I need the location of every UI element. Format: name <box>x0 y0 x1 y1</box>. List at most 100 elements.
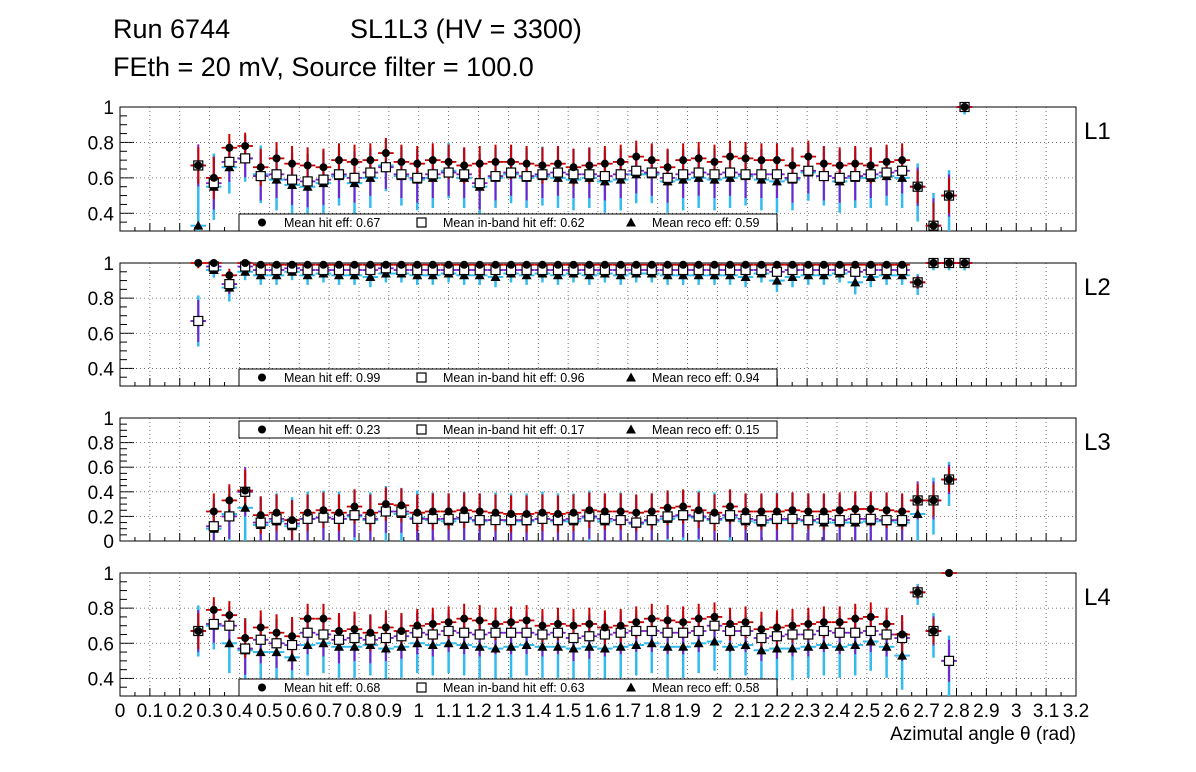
inband-marker <box>505 167 517 178</box>
legend-reco-label: Mean reco eff: 0.15 <box>652 423 760 437</box>
hit-marker <box>726 619 735 628</box>
reco-marker <box>725 641 736 651</box>
reco-marker <box>897 650 908 660</box>
hit-marker <box>616 507 625 516</box>
inband-marker <box>333 169 345 180</box>
hit-marker <box>460 260 469 269</box>
hit-marker <box>945 475 954 484</box>
inband-marker <box>850 627 861 638</box>
inband-marker <box>646 514 657 526</box>
x-tick-label: 0.3 <box>196 701 222 722</box>
hit-marker <box>710 612 719 621</box>
inband-marker <box>678 510 689 521</box>
hit-marker <box>272 260 281 269</box>
hit-marker <box>350 502 359 511</box>
hit-marker <box>882 619 891 628</box>
hit-marker <box>835 161 844 170</box>
x-tick-label: 0.2 <box>167 701 193 722</box>
hit-marker <box>507 618 516 627</box>
reco-marker <box>537 641 548 651</box>
hit-marker <box>272 154 281 163</box>
legend-reco-marker <box>626 424 636 434</box>
legend-L3: Mean hit eff: 0.23 Mean in-band hit eff: … <box>238 420 778 439</box>
reco-marker <box>818 640 829 650</box>
legend-hit-label: Mean hit eff: 0.67 <box>284 216 380 230</box>
inband-marker <box>443 513 454 524</box>
hit-marker <box>491 157 500 166</box>
hit-marker <box>428 156 437 165</box>
inband-marker <box>349 510 360 521</box>
hit-marker <box>757 260 766 269</box>
hit-marker <box>475 507 484 516</box>
x-tick-label: 1.4 <box>525 701 552 722</box>
reco-marker <box>240 502 251 512</box>
inband-marker <box>255 634 266 645</box>
y-tick-label: 0.6 <box>88 324 114 345</box>
hit-marker <box>507 260 516 269</box>
inband-marker <box>459 627 470 638</box>
legend-hit-label: Mean hit eff: 0.23 <box>284 423 380 437</box>
hit-marker <box>366 260 375 269</box>
reco-marker <box>865 636 876 646</box>
hit-marker <box>913 182 922 191</box>
inband-marker <box>834 172 845 183</box>
legend-hit-label: Mean hit eff: 0.99 <box>284 371 380 385</box>
hit-marker <box>209 507 218 516</box>
hit-marker <box>569 163 578 172</box>
hit-marker <box>913 496 922 505</box>
hit-marker <box>851 260 860 269</box>
hit-marker <box>757 507 766 516</box>
hit-marker <box>350 625 359 634</box>
hit-marker <box>632 508 641 517</box>
inband-marker <box>318 512 329 523</box>
hit-marker <box>898 156 907 165</box>
inband-marker <box>349 172 360 183</box>
inband-marker <box>756 632 767 644</box>
panel-label-L1: L1 <box>1084 118 1111 145</box>
inband-marker <box>865 625 876 637</box>
legend-reco-marker <box>626 372 636 382</box>
hit-marker <box>366 156 375 165</box>
hit-marker <box>350 157 359 166</box>
x-tick-label: 1.1 <box>435 701 461 722</box>
x-tick-label: 2.9 <box>973 701 999 722</box>
hit-marker <box>710 260 719 269</box>
reco-marker <box>490 643 501 653</box>
hit-marker <box>616 260 625 269</box>
hit-marker <box>632 260 641 269</box>
legend-box <box>238 678 778 697</box>
hit-marker <box>319 614 328 623</box>
inband-marker <box>834 627 845 638</box>
hit-marker <box>256 511 265 520</box>
hit-marker <box>663 260 672 269</box>
inband-marker <box>505 627 517 638</box>
inband-marker <box>240 643 251 654</box>
hit-marker <box>209 173 218 182</box>
hit-marker <box>194 259 203 267</box>
reco-marker <box>615 641 626 651</box>
inband-marker <box>693 167 704 178</box>
panel-L1: 0.4 0.6 0.8 1 L1 Mean hit eff: 0.67 Mean in-ba… <box>88 98 1111 232</box>
hit-marker <box>851 614 860 623</box>
hit-marker <box>538 161 547 170</box>
inband-marker <box>224 156 235 168</box>
hit-marker <box>585 260 594 269</box>
inband-marker <box>490 627 501 638</box>
hit-marker <box>334 626 343 635</box>
y-tick-label: 0.8 <box>88 599 114 620</box>
hit-marker <box>288 632 297 641</box>
hit-marker <box>585 506 594 515</box>
hit-marker <box>194 626 203 635</box>
hit-marker <box>585 161 594 170</box>
inband-marker <box>271 638 282 649</box>
hit-marker <box>632 152 641 161</box>
run-title: Run 6744 <box>113 14 231 44</box>
reco-marker <box>584 641 595 651</box>
hit-marker <box>741 154 750 163</box>
legend-inband-marker <box>416 682 427 693</box>
hit-marker <box>209 605 218 614</box>
inband-marker <box>490 170 501 182</box>
inband-marker <box>443 167 454 178</box>
hit-marker <box>397 626 406 635</box>
inband-marker <box>599 170 610 182</box>
